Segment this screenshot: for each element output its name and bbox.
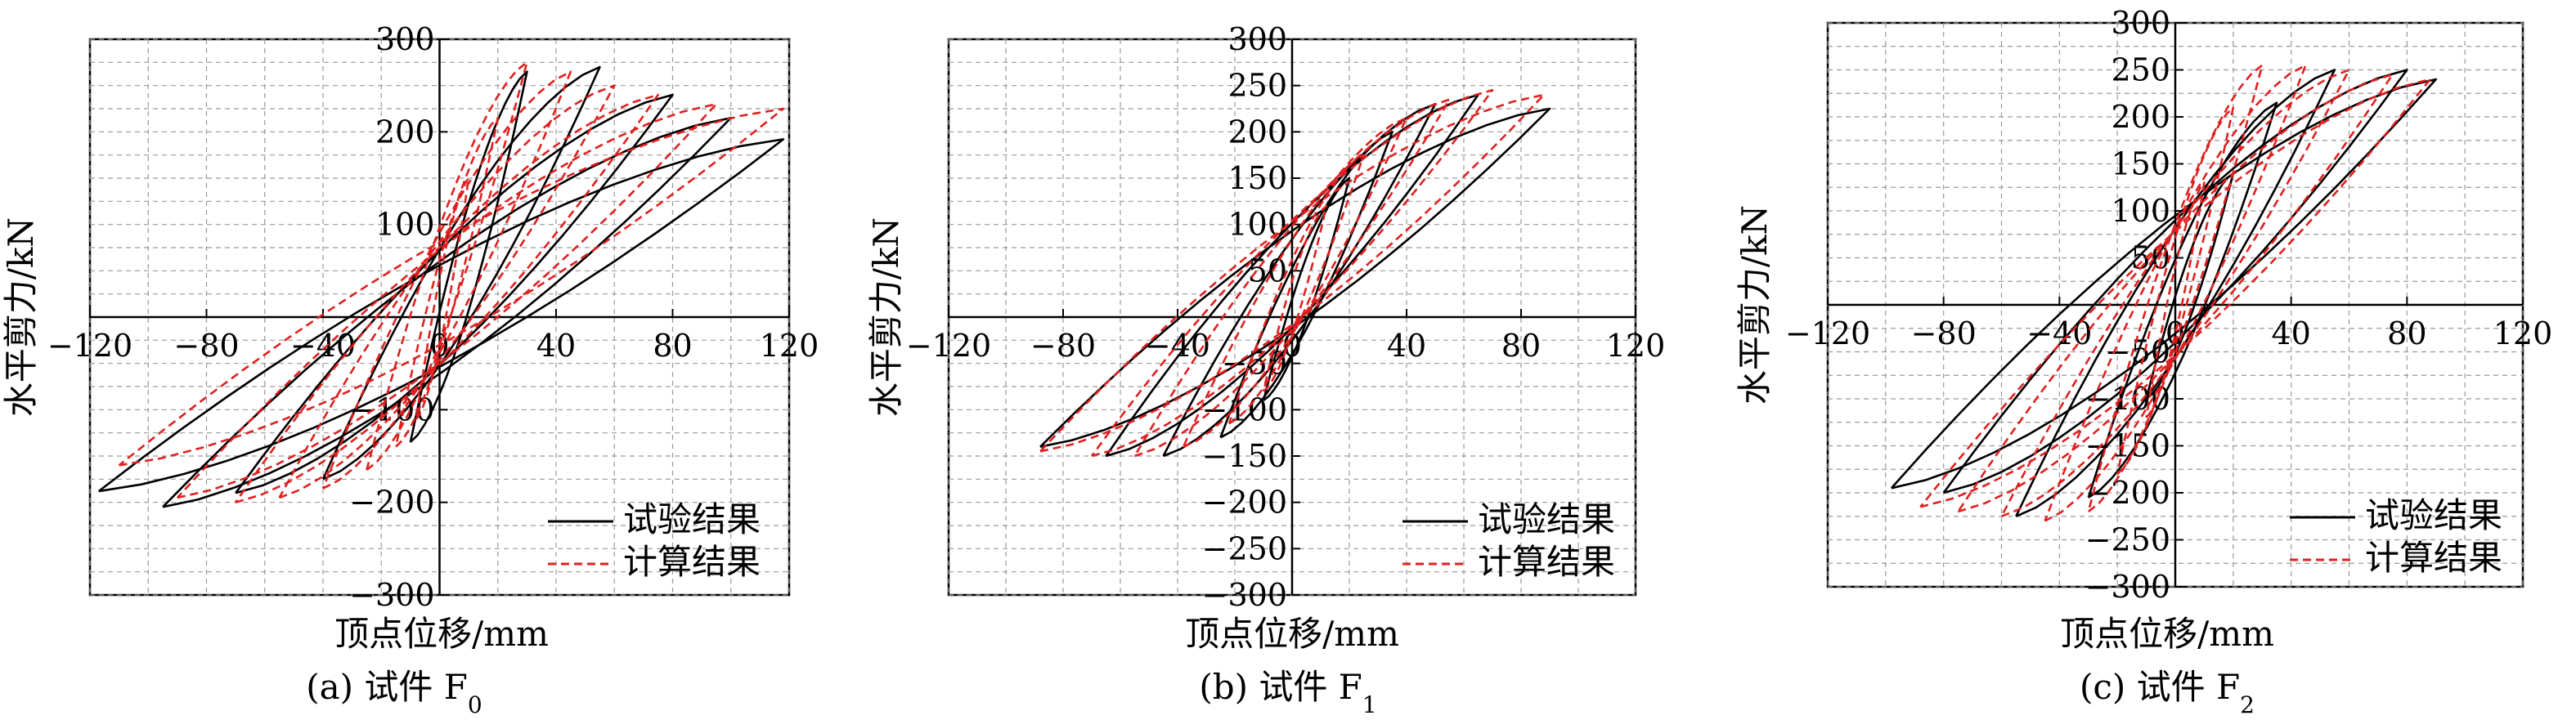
hysteresis-loop (415, 177, 470, 420)
y-tick-label: −200 (349, 485, 434, 521)
hysteresis-loop (2000, 69, 2350, 518)
hysteresis-loop (1227, 154, 1365, 425)
hysteresis-loop (118, 107, 785, 467)
hysteresis-loop (278, 84, 616, 499)
hysteresis-loop (2087, 101, 2278, 499)
series-calc (1919, 64, 2431, 522)
caption-text: (c) 试件 F (2080, 667, 2240, 707)
chart-panel-c: −120 −80 −40 0 40 80 120−300−250−200−150−100−5… (1735, 5, 2552, 718)
x-tick-label: 80 (653, 328, 692, 364)
y-tick-label: 100 (375, 207, 435, 243)
x-tick-label: 40 (2271, 315, 2310, 351)
hysteresis-loop (1942, 69, 2408, 494)
y-tick-label: 150 (1227, 160, 1287, 196)
series-calc (118, 61, 785, 503)
hysteresis-loop (1262, 204, 1328, 392)
hysteresis-loop (1090, 89, 1494, 458)
hysteresis-loop (2044, 64, 2307, 522)
y-tick-label: −300 (349, 577, 434, 613)
hysteresis-loop (1219, 131, 1393, 439)
x-tick-label: 120 (760, 328, 819, 364)
series-test (1890, 69, 2438, 517)
y-tick-label: 100 (1227, 207, 1287, 243)
x-tick-label: 40 (536, 328, 576, 364)
y-axis-label: 水平剪力/kN (1, 217, 41, 417)
caption-subscript: 0 (468, 691, 482, 718)
legend-label: 试验结果 (2365, 495, 2502, 535)
x-tick-label: 40 (1387, 328, 1426, 364)
hysteresis-loop (321, 65, 601, 481)
y-tick-label: −200 (2085, 475, 2170, 511)
y-tick-label: 200 (375, 114, 435, 150)
hysteresis-loop (176, 103, 718, 499)
y-tick-label: −300 (2085, 569, 2170, 605)
x-tick-label: −80 (173, 328, 239, 364)
hysteresis-loop (1919, 78, 2431, 508)
y-tick-label: 300 (1227, 21, 1287, 57)
caption-subscript: 2 (2240, 691, 2255, 718)
y-tick-label: 250 (1227, 68, 1287, 104)
y-tick-label: 150 (2111, 146, 2170, 182)
hysteresis-loop (2116, 106, 2235, 475)
hysteresis-curves (1039, 89, 1551, 458)
y-tick-label: 300 (375, 21, 435, 57)
y-tick-label: 200 (2111, 99, 2170, 135)
caption-text: (a) 试件 F (306, 667, 468, 707)
x-tick-label: −80 (1030, 328, 1096, 364)
x-axis-label: 顶点位移/mm (1185, 614, 1399, 654)
caption-subscript: 1 (1362, 691, 1377, 718)
hysteresis-loop (1890, 78, 2438, 490)
caption-text: (b) 试件 F (1199, 667, 1362, 707)
y-tick-label: −250 (2085, 522, 2170, 558)
y-tick-label: 300 (2111, 5, 2170, 41)
y-tick-label: 250 (2111, 52, 2170, 88)
hysteresis-loop (409, 70, 528, 443)
y-tick-label: 200 (1227, 114, 1287, 150)
x-axis-label: 顶点位移/mm (334, 614, 549, 654)
hysteresis-curves (1890, 64, 2438, 522)
legend-label: 试验结果 (623, 499, 761, 539)
legend-label: 计算结果 (2365, 538, 2502, 578)
legend-label: 计算结果 (1478, 542, 1615, 582)
x-axis-label: 顶点位移/mm (2060, 614, 2274, 654)
y-tick-label: −150 (1202, 438, 1287, 474)
hysteresis-loop (97, 138, 785, 493)
hysteresis-loop (394, 117, 500, 448)
hysteresis-loop (366, 61, 528, 472)
x-tick-label: 80 (1501, 328, 1541, 364)
y-tick-label: −200 (1202, 485, 1287, 521)
x-tick-label: 120 (1606, 328, 1666, 364)
y-tick-label: −250 (1202, 530, 1287, 566)
x-tick-label: −120 (47, 328, 132, 364)
panel-caption: (c) 试件 F2 (2080, 667, 2255, 718)
hysteresis-loop (1262, 177, 1351, 402)
series-calc (1039, 89, 1546, 458)
x-tick-label: −120 (906, 328, 991, 364)
x-tick-label: −80 (1911, 315, 1977, 351)
hysteresis-curves (97, 61, 785, 508)
y-axis-label: 水平剪力/kN (1735, 205, 1775, 405)
panel-caption: (b) 试件 F1 (1199, 667, 1376, 718)
panel-caption: (a) 试件 F0 (306, 667, 482, 718)
y-axis-label: 水平剪力/kN (866, 217, 906, 417)
legend-label: 试验结果 (1478, 499, 1615, 539)
y-tick-label: −300 (1202, 577, 1287, 613)
y-tick-label: 100 (2111, 193, 2170, 229)
hysteresis-loop (1133, 98, 1451, 458)
hysteresis-loop (2015, 69, 2336, 517)
x-tick-label: 120 (2493, 315, 2553, 351)
x-tick-label: 80 (2387, 315, 2426, 351)
hysteresis-loop (2145, 181, 2206, 418)
chart-panel-a: −120 −80 −40 0 40 80 120−300−200−100100200300试… (1, 21, 819, 718)
x-tick-label: −120 (1785, 315, 1870, 351)
chart-panel-b: −120 −80 −40 0 40 80 120−300−250−200−150−100−5… (866, 21, 1665, 718)
hysteresis-loop (235, 93, 660, 503)
hysteresis-loop (2087, 64, 2264, 513)
hysteresis-loop (321, 70, 572, 490)
legend-label: 计算结果 (623, 542, 761, 582)
